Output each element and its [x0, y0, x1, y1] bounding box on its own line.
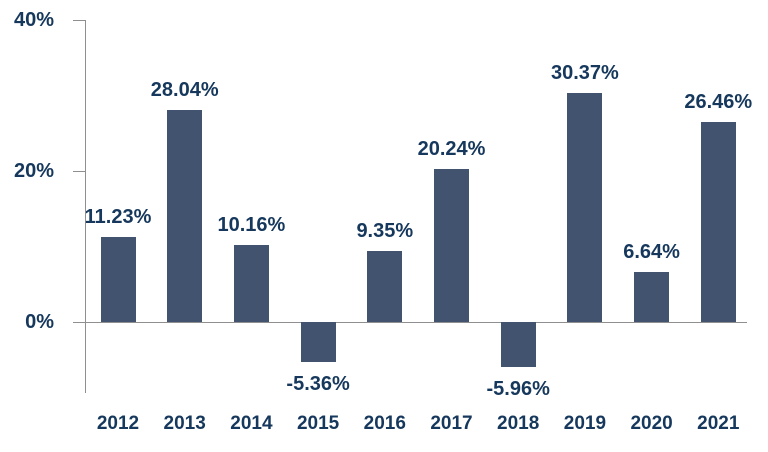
x-tick-label: 2014	[230, 413, 273, 434]
bar-2017	[434, 169, 469, 322]
y-tick-label: 20%	[13, 160, 54, 182]
bar-2013	[167, 110, 203, 322]
bar-2021	[700, 122, 736, 322]
x-tick-label: 2012	[96, 413, 140, 434]
bar-value-label: 9.35%	[356, 220, 414, 243]
bar-value-label: 26.46%	[684, 91, 753, 114]
bar-2020	[634, 271, 670, 322]
bar-value-label: 28.04%	[150, 79, 219, 102]
bar-value-label: 6.64%	[623, 240, 680, 263]
bar-value-label: 10.16%	[217, 214, 286, 237]
bar-value-label: -5.96%	[486, 377, 550, 400]
x-tick-label: 2015	[296, 413, 340, 434]
x-axis-zero-line	[73, 322, 747, 323]
x-tick-label: 2017	[430, 413, 473, 434]
bar-2015	[300, 322, 336, 363]
bar-2016	[367, 251, 403, 322]
x-tick-label: 2016	[363, 413, 406, 434]
bar-2012	[100, 237, 136, 322]
x-tick-label: 2019	[563, 413, 607, 434]
y-axis-line	[85, 20, 86, 393]
bar-value-label: 20.24%	[417, 138, 486, 161]
bar-2018	[500, 322, 536, 367]
x-tick-label: 2021	[697, 413, 740, 434]
bar-2019	[567, 92, 603, 322]
bar-value-label: 30.37%	[550, 61, 619, 84]
bar-value-label: -5.36%	[286, 373, 350, 396]
y-tick-label: 0%	[25, 311, 54, 333]
y-tick-mark	[73, 171, 85, 172]
x-tick-label: 2018	[497, 413, 540, 434]
x-tick-label: 2020	[630, 413, 673, 434]
bar-2014	[233, 245, 269, 322]
y-tick-label: 40%	[13, 9, 54, 31]
y-tick-mark	[73, 20, 85, 21]
bar-value-label: 11.23%	[84, 206, 152, 229]
x-tick-label: 2013	[163, 413, 206, 434]
